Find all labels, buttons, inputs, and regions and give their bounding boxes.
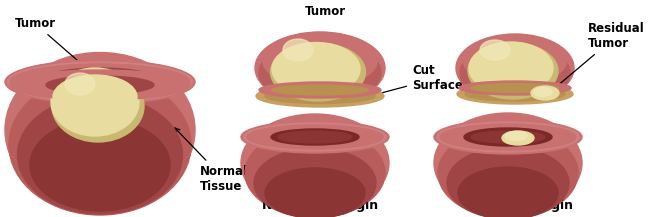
Ellipse shape (438, 128, 578, 217)
Text: Normal
Tissue: Normal Tissue (175, 128, 248, 193)
Ellipse shape (465, 87, 565, 101)
Ellipse shape (259, 82, 381, 98)
Ellipse shape (254, 148, 376, 217)
Ellipse shape (434, 113, 582, 213)
Ellipse shape (247, 125, 383, 149)
Text: Residual
Tumor: Residual Tumor (552, 22, 645, 90)
Ellipse shape (65, 73, 95, 95)
Ellipse shape (440, 124, 576, 150)
Ellipse shape (469, 42, 553, 94)
Ellipse shape (531, 86, 559, 100)
Ellipse shape (51, 68, 139, 136)
Ellipse shape (283, 39, 313, 61)
Ellipse shape (10, 70, 190, 100)
Ellipse shape (480, 40, 510, 60)
Ellipse shape (458, 167, 558, 217)
Ellipse shape (271, 129, 359, 145)
Ellipse shape (46, 76, 154, 94)
Ellipse shape (259, 41, 381, 105)
Ellipse shape (9, 75, 191, 215)
Ellipse shape (471, 131, 545, 143)
Ellipse shape (502, 131, 534, 145)
Ellipse shape (263, 33, 378, 87)
Ellipse shape (265, 168, 365, 217)
Ellipse shape (272, 43, 360, 95)
Ellipse shape (457, 84, 573, 104)
Ellipse shape (272, 85, 368, 95)
Ellipse shape (468, 43, 558, 99)
Ellipse shape (460, 43, 570, 103)
Text: Positive Margin: Positive Margin (463, 199, 573, 212)
Ellipse shape (278, 131, 352, 143)
Text: Negative Margin: Negative Margin (262, 199, 378, 212)
Ellipse shape (505, 132, 527, 140)
Ellipse shape (464, 128, 552, 146)
Text: Cut
Surface: Cut Surface (374, 64, 463, 96)
Ellipse shape (42, 68, 157, 92)
Ellipse shape (10, 64, 190, 100)
Ellipse shape (244, 123, 386, 151)
Text: Tumor: Tumor (14, 17, 97, 77)
Ellipse shape (5, 53, 195, 207)
Ellipse shape (53, 75, 137, 119)
Ellipse shape (471, 84, 559, 92)
Ellipse shape (241, 121, 389, 153)
Ellipse shape (5, 60, 195, 104)
Ellipse shape (52, 70, 144, 142)
Ellipse shape (463, 35, 567, 85)
Text: Tumor: Tumor (304, 5, 346, 18)
Ellipse shape (270, 43, 365, 101)
Ellipse shape (456, 34, 574, 102)
Ellipse shape (256, 85, 384, 107)
Ellipse shape (459, 81, 571, 95)
Ellipse shape (534, 87, 552, 97)
Ellipse shape (60, 74, 94, 100)
Ellipse shape (437, 122, 579, 152)
Ellipse shape (245, 129, 385, 217)
Ellipse shape (255, 32, 385, 104)
Ellipse shape (241, 114, 389, 212)
Ellipse shape (30, 119, 170, 211)
Ellipse shape (434, 120, 582, 154)
Ellipse shape (447, 147, 569, 217)
Ellipse shape (18, 96, 183, 214)
Ellipse shape (265, 89, 375, 104)
Ellipse shape (8, 62, 192, 102)
